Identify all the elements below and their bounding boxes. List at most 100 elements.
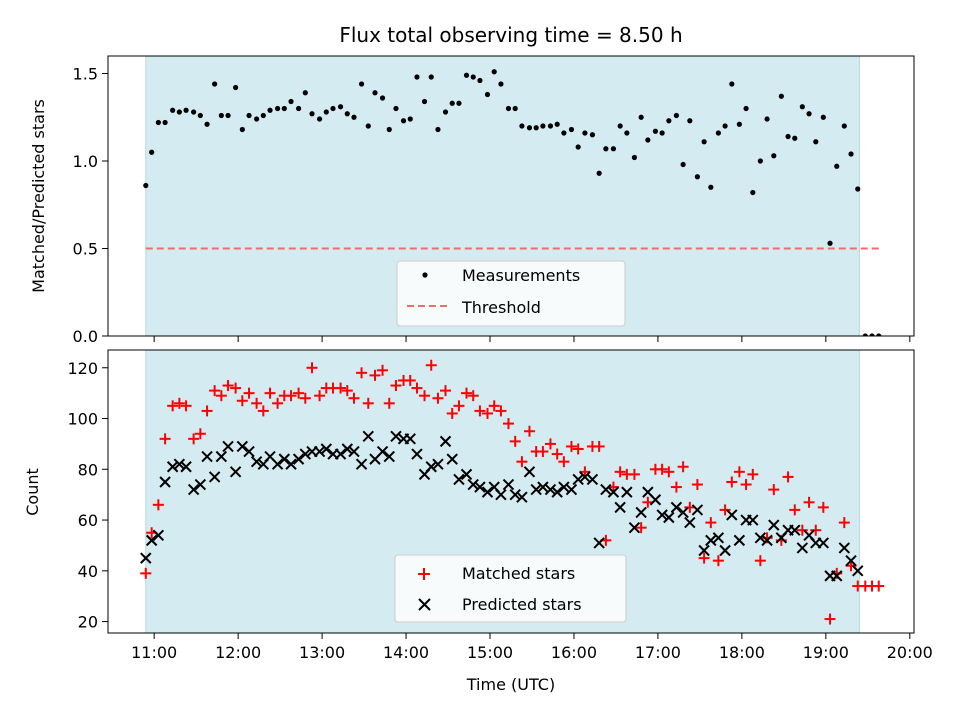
predicted-star-point <box>362 430 374 443</box>
predicted-star-point <box>236 440 249 453</box>
matched-star-point <box>572 443 584 455</box>
predicted-star-point <box>145 534 158 547</box>
predicted-star-point <box>523 466 536 478</box>
legend-measurements-label: Measurements <box>462 266 580 285</box>
measurement-point <box>183 107 189 113</box>
measurement-point <box>575 144 581 150</box>
measurement-point <box>708 184 714 190</box>
matched-star-point <box>789 504 801 516</box>
x-tick-label: 16:00 <box>551 643 597 662</box>
measurement-point <box>617 123 623 129</box>
x-tick-label: 12:00 <box>215 643 261 662</box>
measurement-point <box>701 139 707 145</box>
matched-star-point <box>369 369 381 381</box>
predicted-star-point <box>383 450 395 463</box>
measurement-point <box>218 112 224 119</box>
matched-star-point <box>824 613 836 625</box>
predicted-star-point <box>705 534 717 547</box>
measurement-point <box>191 109 197 115</box>
measurement-point <box>442 109 449 115</box>
measurement-point <box>351 114 357 120</box>
x-tick-label: 18:00 <box>719 643 765 662</box>
matched-star-point <box>656 463 668 475</box>
predicted-star-point <box>180 461 192 473</box>
predicted-star-point <box>726 509 738 521</box>
measurement-point <box>170 107 176 113</box>
ratio-legend: Measurements Threshold <box>396 260 626 327</box>
predicted-star-point <box>558 481 570 493</box>
predicted-star-point <box>285 458 297 470</box>
predicted-star-point <box>712 532 725 544</box>
matched-star-point <box>215 390 227 402</box>
predicted-star-point <box>663 511 675 524</box>
matched-star-point <box>425 359 437 371</box>
predicted-star-point <box>796 542 809 554</box>
legend-predicted-label: Predicted stars <box>462 595 582 614</box>
legend-matched-marker <box>418 568 430 580</box>
matched-star-point <box>461 387 473 399</box>
matched-star-point <box>251 397 263 409</box>
predicted-star-point <box>432 458 444 470</box>
matched-star-point <box>782 471 794 483</box>
measurement-point <box>862 333 868 336</box>
predicted-star-point <box>579 471 591 483</box>
predicted-star-point <box>607 486 620 498</box>
predicted-star-point <box>250 455 263 468</box>
predicted-star-point <box>173 458 186 470</box>
predicted-star-point <box>684 516 696 529</box>
predicted-star-point <box>467 478 479 491</box>
measurement-point <box>463 72 470 78</box>
measurement-point <box>687 118 693 124</box>
predicted-star-point <box>229 466 242 478</box>
matched-star-point <box>209 385 221 397</box>
matched-star-point <box>628 468 640 480</box>
matched-star-point <box>230 382 242 394</box>
matched-star-point <box>551 448 563 460</box>
predicted-star-point <box>789 524 801 536</box>
measurement-point <box>610 146 617 152</box>
predicted-star-point <box>754 532 767 544</box>
predicted-star-point <box>376 445 389 458</box>
measurement-point <box>498 81 504 87</box>
predicted-star-point <box>838 542 851 554</box>
measurement-point <box>512 105 518 112</box>
matched-star-point <box>733 466 745 478</box>
matched-star-point <box>474 405 486 417</box>
measurement-point <box>393 105 399 112</box>
predicted-star-point <box>299 448 312 460</box>
measurement-point <box>869 333 875 336</box>
measurement-point <box>729 81 735 87</box>
legend-matched-label: Matched stars <box>462 564 575 583</box>
predicted-star-point <box>502 478 515 491</box>
matched-star-point <box>817 501 829 513</box>
measurement-point <box>344 111 350 117</box>
chart-title: Flux total observing time = 8.50 h <box>339 23 682 47</box>
predicted-star-point <box>453 473 465 486</box>
measurement-point <box>540 123 546 129</box>
measurement-point <box>778 93 784 99</box>
matched-star-point <box>705 517 717 529</box>
measurement-point <box>323 109 329 115</box>
predicted-star-point <box>551 486 563 498</box>
x-tick-label: 11:00 <box>131 643 177 662</box>
predicted-star-point <box>852 565 864 577</box>
measurement-point <box>225 112 231 119</box>
matched-star-point <box>432 392 444 404</box>
matched-star-point <box>768 484 780 496</box>
measurement-point <box>519 123 525 129</box>
x-tick-label: 14:00 <box>383 643 429 662</box>
matched-star-point <box>614 466 626 478</box>
measurement-point <box>316 116 323 122</box>
measurement-point <box>246 112 252 119</box>
measurement-point <box>645 137 651 143</box>
measurement-point <box>806 111 812 117</box>
predicted-star-point <box>698 544 710 557</box>
measurement-point <box>281 105 287 112</box>
predicted-star-point <box>768 519 780 531</box>
predicted-star-point <box>404 433 416 445</box>
predicted-star-point <box>614 501 626 514</box>
matched-star-point <box>257 405 269 417</box>
measurement-point <box>659 130 665 136</box>
predicted-star-point <box>460 468 473 481</box>
predicted-star-point <box>691 504 704 516</box>
